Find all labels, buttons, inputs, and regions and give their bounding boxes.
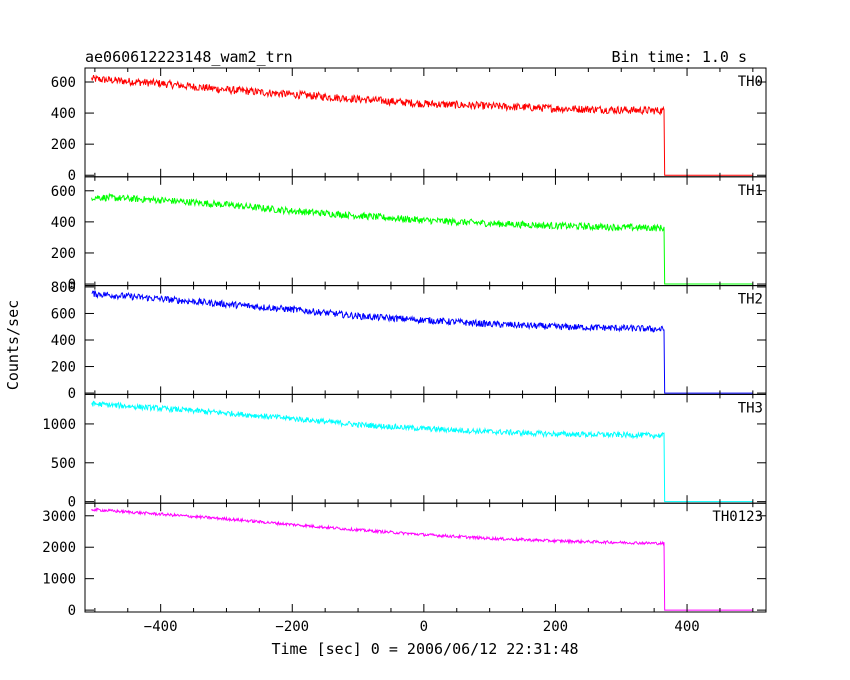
y-tick-label-th3: 500 (51, 456, 76, 472)
y-tick-label-th0: 200 (51, 137, 76, 153)
y-tick-label-th0123: 3000 (42, 509, 76, 525)
y-tick-label-th0: 0 (68, 168, 76, 184)
series-label-th0: TH0 (738, 74, 763, 90)
x-tick-label: 400 (674, 619, 699, 635)
series-label-th1: TH1 (738, 183, 763, 199)
series-label-th0123: TH0123 (712, 509, 763, 525)
x-tick-label: −400 (144, 619, 178, 635)
panels-group: 0 200 400 600 TH0 0 200 400 600 TH1 0 200 400 600 800 T… (42, 67, 767, 635)
y-tick-label-th1: 0 (68, 277, 76, 293)
y-tick-label-th1: 400 (51, 215, 76, 231)
chart-subtitle: Bin time: 1.0 s (612, 48, 747, 66)
y-tick-label-th2: 800 (51, 280, 76, 296)
y-tick-label-th2: 0 (68, 386, 76, 402)
series-label-th3: TH3 (738, 400, 763, 416)
x-tick-label: −200 (275, 619, 309, 635)
panel-frame-th0123 (84, 502, 767, 613)
y-tick-label-th0123: 0 (68, 603, 76, 619)
y-tick-label-th0123: 1000 (42, 572, 76, 588)
y-axis-label: Counts/sec (4, 300, 22, 390)
y-tick-label-th3: 1000 (42, 417, 76, 433)
y-tick-label-th2: 200 (51, 360, 76, 376)
x-tick-label: 0 (420, 619, 428, 635)
x-axis-label: Time [sec] 0 = 2006/06/12 22:31:48 (271, 640, 578, 658)
y-tick-label-th1: 200 (51, 246, 76, 262)
chart-title: ae060612223148_wam2_trn (85, 48, 293, 66)
series-line-th1 (91, 192, 753, 285)
y-tick-label-th2: 400 (51, 333, 76, 349)
y-tick-label-th0123: 2000 (42, 540, 76, 556)
x-tick-label: 200 (543, 619, 568, 635)
y-tick-label-th0: 600 (51, 75, 76, 91)
y-tick-label-th0: 400 (51, 106, 76, 122)
series-line-th0123 (91, 507, 753, 611)
series-label-th2: TH2 (738, 292, 763, 308)
series-line-th2 (91, 290, 753, 394)
series-line-th0 (91, 74, 753, 176)
y-tick-label-th3: 0 (68, 495, 76, 511)
y-tick-label-th1: 600 (51, 184, 76, 200)
y-tick-label-th2: 600 (51, 306, 76, 322)
series-line-th3 (91, 400, 753, 503)
